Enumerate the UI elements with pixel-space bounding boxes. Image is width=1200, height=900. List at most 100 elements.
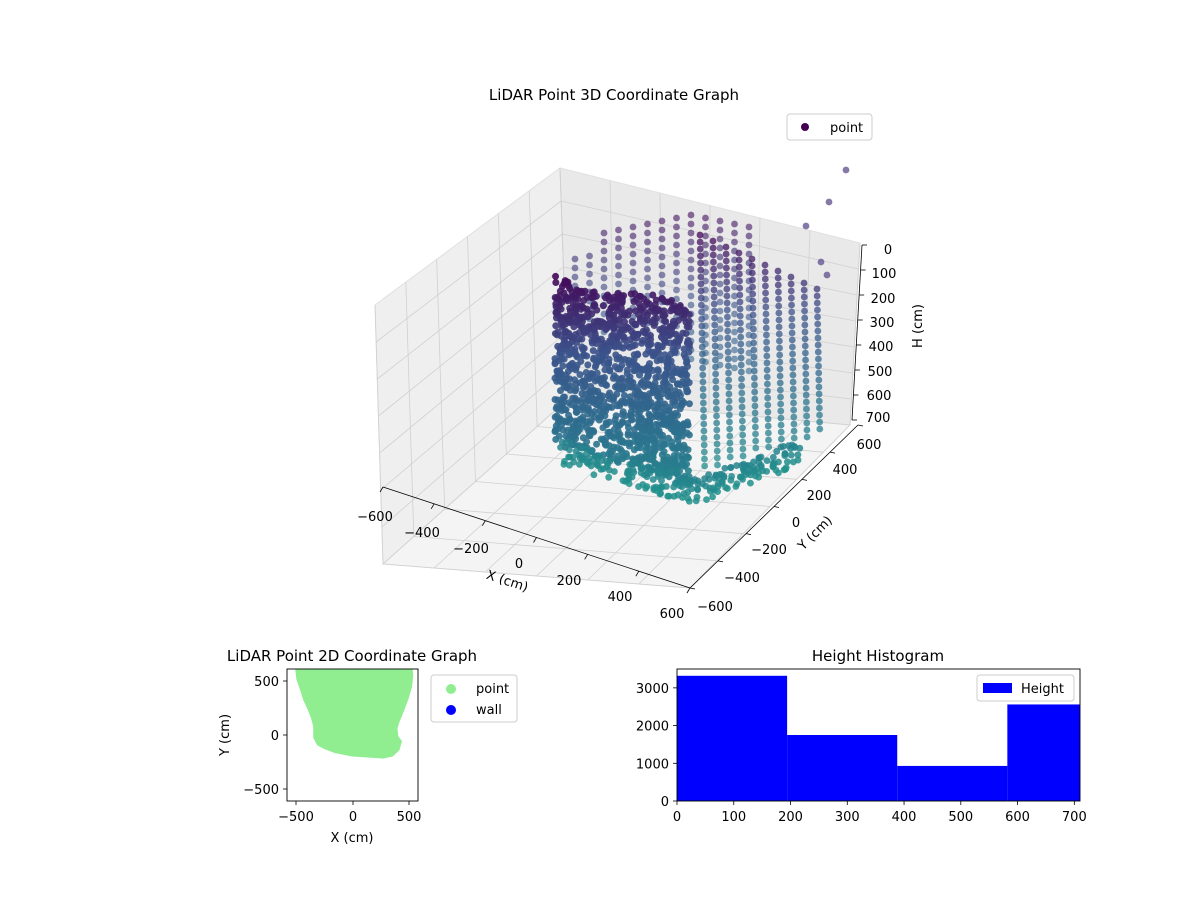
chart3d-point	[587, 388, 595, 396]
grid-line	[638, 420, 804, 585]
chart3d-point	[738, 410, 746, 418]
chart3d-point	[713, 440, 721, 448]
chart3d-point	[699, 378, 707, 386]
chart3d-point	[752, 444, 760, 452]
chart3d-point	[608, 432, 616, 440]
chart3d-point	[673, 232, 680, 240]
chart3d-point	[571, 255, 579, 263]
chart3d-point	[676, 467, 684, 475]
chart3d-point	[609, 296, 617, 304]
chart3d-point	[721, 464, 729, 472]
chart3d-point	[571, 394, 579, 402]
chart3d-point	[565, 340, 573, 348]
chart3d-point	[554, 396, 562, 404]
chart3d-point	[711, 335, 719, 343]
chart3d-point	[776, 351, 784, 359]
chart3d-point	[582, 445, 590, 453]
chart3d-point	[735, 249, 743, 257]
chart3d-point	[731, 346, 738, 354]
chart3d-point	[603, 381, 611, 389]
chart3d-point	[712, 384, 720, 392]
chart3d-point	[718, 471, 726, 478]
grid-line	[562, 233, 858, 296]
chart3d-point	[722, 257, 730, 265]
grid-line	[689, 424, 851, 589]
chart3d-point	[560, 341, 568, 349]
chart3d-point	[724, 313, 731, 321]
chart3d-point	[763, 366, 771, 374]
chart3d-legend-marker	[801, 123, 809, 131]
chart3d-point	[699, 385, 707, 393]
chart3d-point	[645, 410, 653, 418]
chart3d-point	[699, 371, 707, 379]
chart3d-point	[599, 436, 607, 444]
chart3d-point	[785, 442, 792, 449]
chart3d-point	[749, 297, 757, 305]
chart3d-point	[801, 335, 809, 343]
chart3d-point	[750, 374, 758, 382]
chart3d-point	[788, 294, 795, 302]
chart3d-point	[698, 315, 706, 323]
hist-frame	[676, 668, 1081, 802]
chart3d-point	[661, 317, 669, 325]
chart3d-point	[652, 427, 660, 435]
chart3d-point	[725, 390, 733, 398]
chart3d-point	[552, 278, 560, 286]
chart3d-point	[626, 460, 634, 468]
chart3d-point	[687, 274, 695, 282]
chart3d-x-tick-mark	[430, 503, 435, 510]
chart3d-point	[654, 366, 662, 374]
chart3d-point	[726, 418, 733, 426]
chart3d-point	[716, 244, 724, 252]
chart2d-legend: point wall	[430, 674, 518, 723]
chart3d-point	[764, 387, 771, 395]
grid-line	[381, 365, 568, 528]
chart3d-point	[731, 292, 738, 300]
chart3d-point	[709, 493, 716, 501]
chart3d-point	[781, 452, 789, 459]
chart3d-point	[711, 314, 718, 322]
chart3d-point	[658, 262, 666, 270]
chart3d-point	[560, 280, 568, 288]
chart3d-point	[644, 372, 652, 380]
chart3d-point	[739, 475, 747, 483]
chart3d-point	[733, 480, 741, 488]
chart3d-point	[789, 350, 796, 358]
chart3d-point	[656, 355, 664, 363]
chart3d-point	[726, 446, 734, 454]
chart3d-point	[571, 307, 579, 315]
chart3d-point	[557, 332, 565, 340]
chart3d-point	[585, 454, 593, 462]
chart3d-point	[745, 223, 753, 231]
chart3d-point	[716, 307, 724, 315]
chart3d-point	[723, 292, 731, 300]
chart3d-point	[750, 367, 758, 375]
chart3d-z-tick: 400	[869, 340, 894, 355]
chart3d-point	[600, 238, 608, 246]
chart3d-point	[566, 312, 574, 320]
chart3d-point	[736, 312, 744, 320]
chart3d-point	[737, 340, 745, 348]
chart3d-point	[602, 441, 610, 449]
chart3d-point	[586, 252, 593, 260]
chart3d-point	[801, 321, 809, 329]
chart3d-point	[600, 283, 608, 291]
chart3d-point	[586, 419, 594, 427]
chart3d-point	[789, 378, 797, 386]
chart3d-point	[654, 402, 662, 410]
chart3d-point	[731, 274, 738, 282]
grid-line	[467, 236, 476, 482]
chart3d-point	[632, 321, 640, 329]
chart3d-point	[673, 223, 680, 231]
chart3d-z-tick: 100	[872, 267, 897, 282]
chart3d-point	[814, 320, 822, 328]
hist-x-tick: 300	[835, 810, 860, 825]
chart3d-point	[764, 401, 772, 409]
chart3d-point	[629, 232, 637, 240]
chart3d-point	[712, 377, 720, 385]
chart-height-histogram: Height Histogram 0 100 200 300 400 500 600 7000…	[636, 647, 1087, 825]
chart3d-point	[769, 453, 777, 461]
chart3d-point	[788, 329, 796, 337]
chart3d-point	[739, 431, 747, 439]
